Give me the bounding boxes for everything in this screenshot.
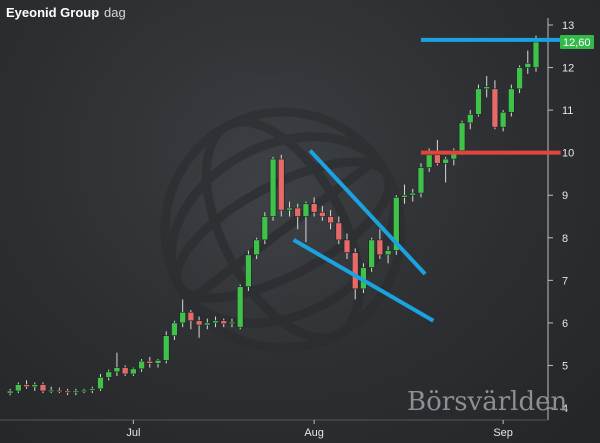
x-tick-label: Jul [126, 427, 140, 439]
candle-down [376, 239, 384, 256]
candle-up [442, 158, 449, 164]
candle-up [47, 389, 55, 392]
candle-up [475, 88, 482, 115]
y-tick-label: 11 [562, 105, 573, 117]
candle-down [220, 320, 228, 325]
candle-down [39, 384, 47, 392]
candle-up [236, 286, 244, 328]
y-tick-label: 12 [562, 63, 574, 75]
candle-up [417, 167, 425, 194]
period-label: dag [104, 5, 126, 20]
title-separator: - [91, 5, 95, 20]
candle-down [351, 252, 359, 290]
x-tick-label: Aug [304, 427, 324, 439]
candle-down [195, 320, 203, 326]
candle-up [261, 216, 269, 241]
candle-up [368, 239, 375, 268]
last-price-label: 12,60 [563, 37, 591, 49]
candle-down [146, 360, 154, 364]
candle-down [56, 389, 63, 392]
candle-down [491, 88, 499, 128]
candle-down [64, 390, 71, 393]
candle-up [450, 150, 458, 160]
candle-up [508, 88, 515, 113]
candle-down [319, 211, 326, 217]
candle-up [532, 41, 540, 68]
candle-up [253, 239, 260, 256]
candle-up [113, 367, 121, 373]
candle-down [327, 216, 334, 224]
candle-up [15, 384, 22, 392]
candle-up [72, 390, 80, 393]
candle-down [343, 239, 351, 253]
candle-up [458, 122, 466, 151]
y-tick-label: 8 [562, 233, 568, 245]
candle-up [393, 197, 400, 251]
candle-up [179, 311, 186, 324]
candle-down [187, 311, 195, 322]
candle-up [154, 360, 162, 364]
annotations [292, 37, 561, 323]
x-axis-ticks: Jul Aug Sep [126, 420, 513, 439]
trend-line [292, 238, 435, 323]
candle-down [121, 367, 129, 375]
candle-up [97, 377, 104, 390]
candle-up [524, 62, 532, 68]
y-axis-ticks: 4 5 6 7 8 9 10 11 12 13 [548, 20, 574, 415]
candle-up [302, 203, 310, 217]
candle-up [483, 86, 490, 90]
candle-up [204, 322, 211, 326]
candle-up [138, 360, 145, 370]
y-tick-label: 7 [562, 275, 568, 287]
candle-up [286, 207, 293, 211]
candle-up [130, 368, 137, 375]
candle-up [162, 335, 170, 361]
candle-down [335, 222, 343, 241]
candle-up [89, 388, 96, 391]
y-tick-label: 4 [562, 403, 568, 415]
candle-down [294, 207, 301, 217]
candle-up [269, 158, 277, 217]
x-tick-label: Sep [493, 427, 513, 439]
candle-up [499, 111, 507, 128]
y-tick-label: 6 [562, 318, 568, 330]
candle-down [23, 384, 30, 388]
candle-up [171, 322, 178, 336]
candle-up [228, 321, 236, 325]
candles [6, 35, 540, 396]
globe-watermark-icon [160, 107, 406, 353]
candle-up [245, 254, 252, 288]
candle-up [384, 250, 392, 256]
chart-title: Eyeonid Group [6, 5, 99, 20]
candle-up [31, 384, 39, 388]
candle-up [80, 389, 88, 392]
candle-up [401, 194, 408, 198]
y-tick-label: 9 [562, 190, 568, 202]
candle-up [409, 192, 417, 196]
candle-up [212, 320, 219, 324]
last-price-tag: 12,60 [560, 35, 594, 50]
candle-up [6, 390, 14, 394]
candle-down [434, 154, 441, 164]
candle-down [310, 203, 318, 213]
trend-line [308, 149, 427, 276]
y-tick-label: 13 [562, 20, 574, 32]
candle-up [425, 154, 433, 168]
y-tick-label: 5 [562, 360, 568, 372]
y-tick-label: 10 [562, 148, 574, 160]
candle-up [467, 114, 474, 124]
candle-up [105, 371, 112, 378]
candle-up [516, 67, 523, 90]
watermark-logo: Börsvärlden [407, 387, 567, 417]
candle-down [278, 158, 285, 211]
